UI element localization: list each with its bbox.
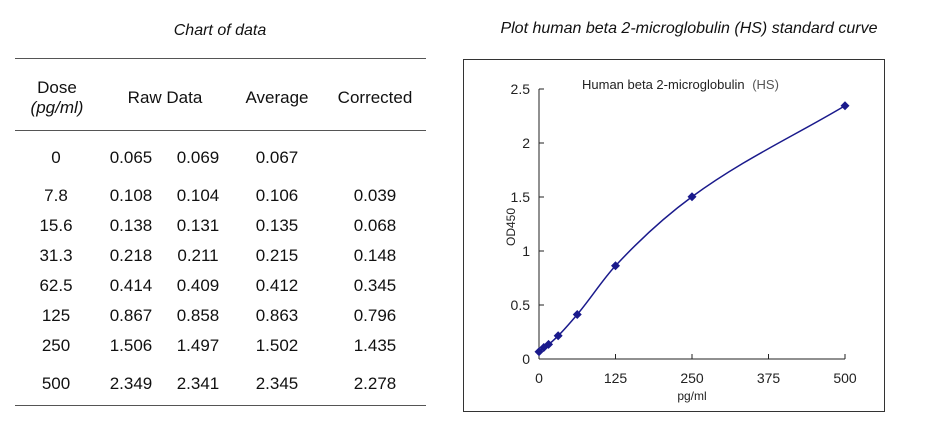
- cell-average: 0.863: [255, 306, 299, 325]
- cell-average: 2.345: [255, 374, 299, 393]
- table-header-rule: [15, 130, 426, 131]
- cell-raw2: 0.104: [176, 186, 220, 205]
- data-point: [553, 331, 563, 341]
- chart-title-main: Human beta 2-microglobulin: [582, 77, 745, 92]
- table-top-rule: [15, 58, 426, 59]
- cell-raw2: 2.341: [176, 374, 220, 393]
- y-tick-label: 2: [522, 135, 530, 151]
- data-point: [572, 310, 582, 320]
- cell-raw1: 0.108: [109, 186, 153, 205]
- plot-title: Plot human beta 2-microglobulin (HS) sta…: [500, 20, 878, 37]
- header-dose-label: Dose: [37, 78, 77, 97]
- data-point: [544, 339, 554, 349]
- y-tick-label: 1.5: [511, 189, 531, 205]
- header-average: Average: [245, 88, 309, 107]
- y-tick-label: 0: [522, 351, 530, 367]
- cell-dose: 15.6: [39, 216, 73, 235]
- cell-raw2: 0.069: [176, 148, 220, 167]
- x-tick-label: 500: [833, 370, 857, 386]
- cell-average: 0.067: [255, 148, 299, 167]
- cell-average: 0.106: [255, 186, 299, 205]
- cell-raw2: 1.497: [176, 336, 220, 355]
- cell-corrected: 1.435: [353, 336, 397, 355]
- cell-dose: 500: [41, 374, 71, 393]
- cell-dose: 250: [41, 336, 71, 355]
- data-point: [840, 101, 850, 111]
- cell-dose: 7.8: [44, 186, 68, 205]
- y-axis-label: OD450: [504, 208, 518, 246]
- table-bottom-rule: [15, 405, 426, 406]
- cell-raw1: 0.065: [109, 148, 153, 167]
- cell-average: 1.502: [255, 336, 299, 355]
- cell-average: 0.135: [255, 216, 299, 235]
- x-tick-label: 375: [757, 370, 781, 386]
- x-tick-label: 125: [604, 370, 628, 386]
- cell-average: 0.215: [255, 246, 299, 265]
- header-corrected: Corrected: [337, 88, 413, 107]
- cell-raw2: 0.858: [176, 306, 220, 325]
- cell-corrected: 0.068: [353, 216, 397, 235]
- cell-raw1: 1.506: [109, 336, 153, 355]
- cell-corrected: 0.148: [353, 246, 397, 265]
- axes: 0 0.5 1 1.5 2 2.5 0 125 250 375 500: [511, 81, 857, 386]
- chart-title-suffix: (HS): [752, 77, 779, 92]
- cell-dose: 0: [51, 148, 61, 167]
- fit-curve: [538, 105, 846, 353]
- plot-frame: [463, 59, 885, 412]
- x-tick-label: 250: [680, 370, 704, 386]
- header-dose-unit: (pg/ml): [30, 98, 84, 117]
- x-tick-label: 0: [535, 370, 543, 386]
- cell-average: 0.412: [255, 276, 299, 295]
- cell-corrected: 0.345: [353, 276, 397, 295]
- cell-raw2: 0.131: [176, 216, 220, 235]
- points-layer: [534, 101, 850, 357]
- y-tick-label: 1: [522, 243, 530, 259]
- cell-raw1: 0.138: [109, 216, 153, 235]
- cell-dose: 62.5: [39, 276, 73, 295]
- chart-title: Human beta 2-microglobulin (HS): [582, 77, 779, 92]
- cell-raw2: 0.409: [176, 276, 220, 295]
- data-point: [611, 261, 620, 271]
- curve-layer: [538, 105, 846, 353]
- y-tick-label: 2.5: [511, 81, 531, 97]
- cell-raw1: 0.414: [109, 276, 153, 295]
- cell-dose: 31.3: [39, 246, 73, 265]
- cell-dose: 125: [41, 306, 71, 325]
- x-axis-label: pg/ml: [677, 389, 706, 403]
- header-raw-data: Raw Data: [127, 88, 203, 107]
- cell-corrected: 0.039: [353, 186, 397, 205]
- y-tick-label: 0.5: [511, 297, 531, 313]
- cell-raw1: 0.867: [109, 306, 153, 325]
- table-title: Chart of data: [173, 22, 267, 39]
- header-dose: Dose (pg/ml): [20, 78, 94, 118]
- cell-corrected: 2.278: [353, 374, 397, 393]
- cell-raw2: 0.211: [177, 246, 219, 265]
- cell-corrected: 0.796: [353, 306, 397, 325]
- cell-raw1: 2.349: [109, 374, 153, 393]
- data-point: [687, 192, 697, 202]
- cell-raw1: 0.218: [109, 246, 153, 265]
